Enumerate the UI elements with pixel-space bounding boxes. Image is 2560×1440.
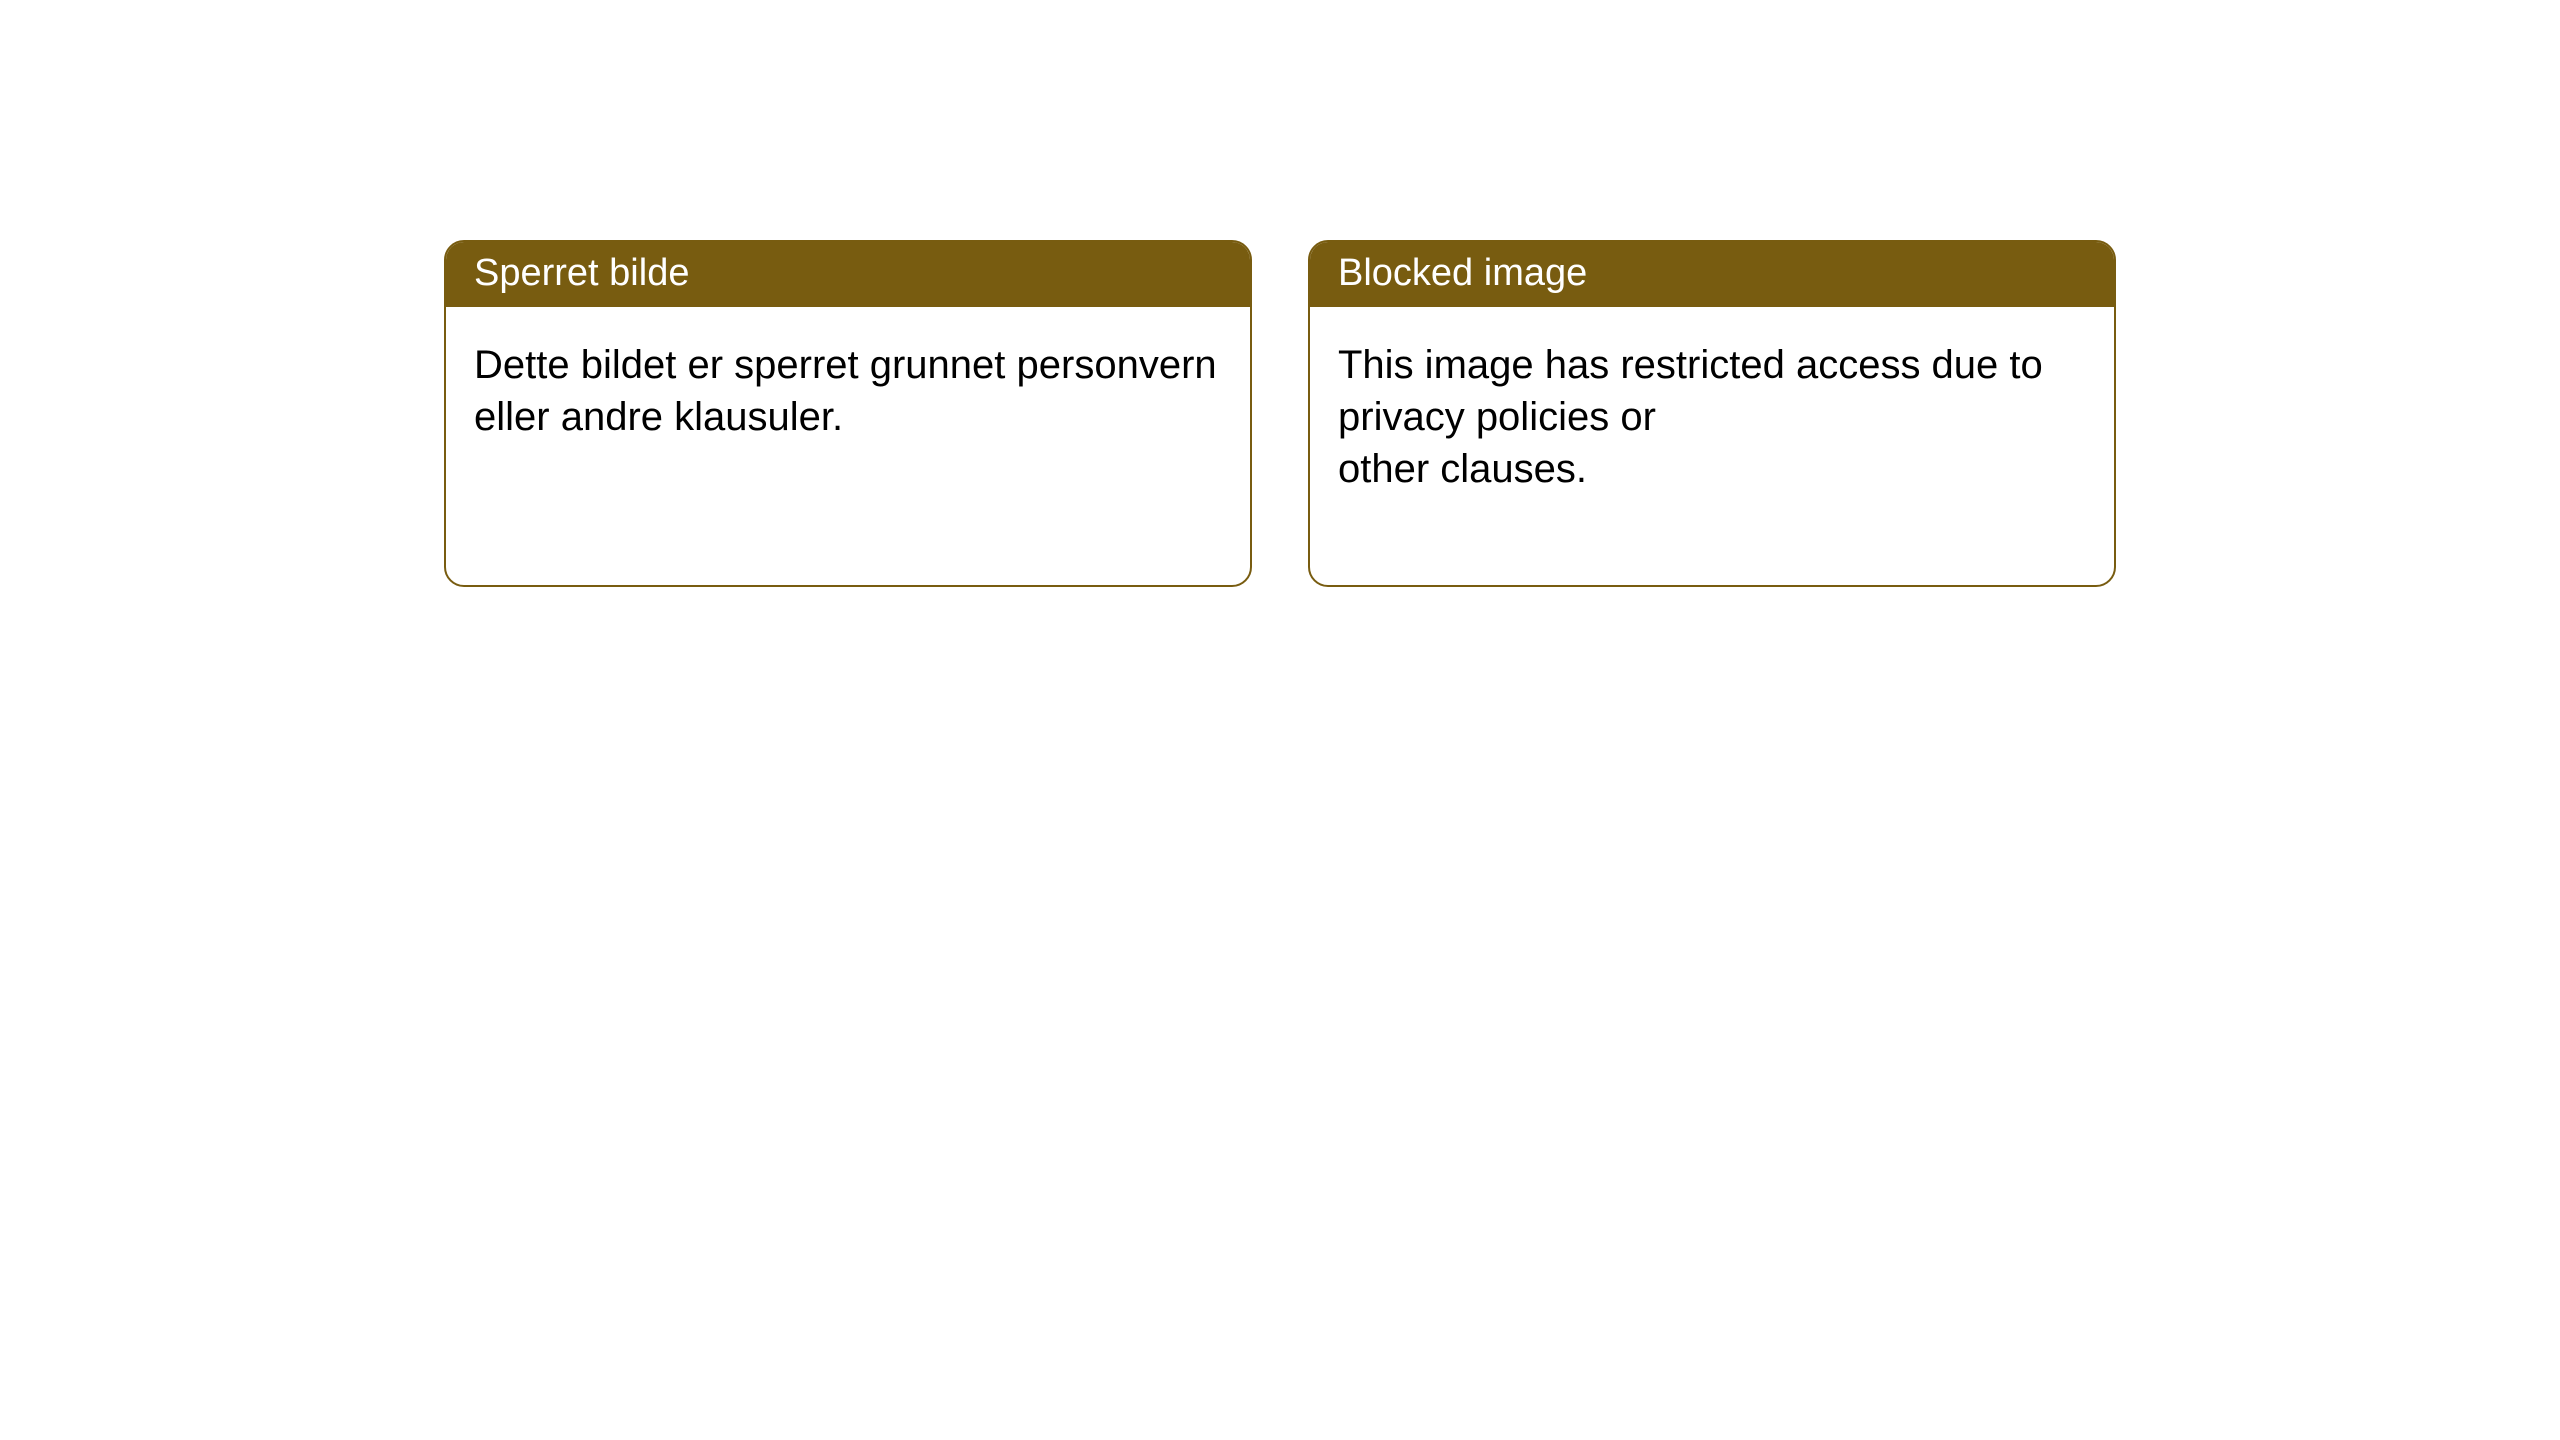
card-body-text: This image has restricted access due to … xyxy=(1310,307,2114,585)
card-body-text: Dette bildet er sperret grunnet personve… xyxy=(446,307,1250,533)
notice-card-no: Sperret bilde Dette bildet er sperret gr… xyxy=(444,240,1252,587)
card-title: Blocked image xyxy=(1310,242,2114,307)
notice-cards-row: Sperret bilde Dette bildet er sperret gr… xyxy=(0,0,2560,587)
notice-card-en: Blocked image This image has restricted … xyxy=(1308,240,2116,587)
card-title: Sperret bilde xyxy=(446,242,1250,307)
